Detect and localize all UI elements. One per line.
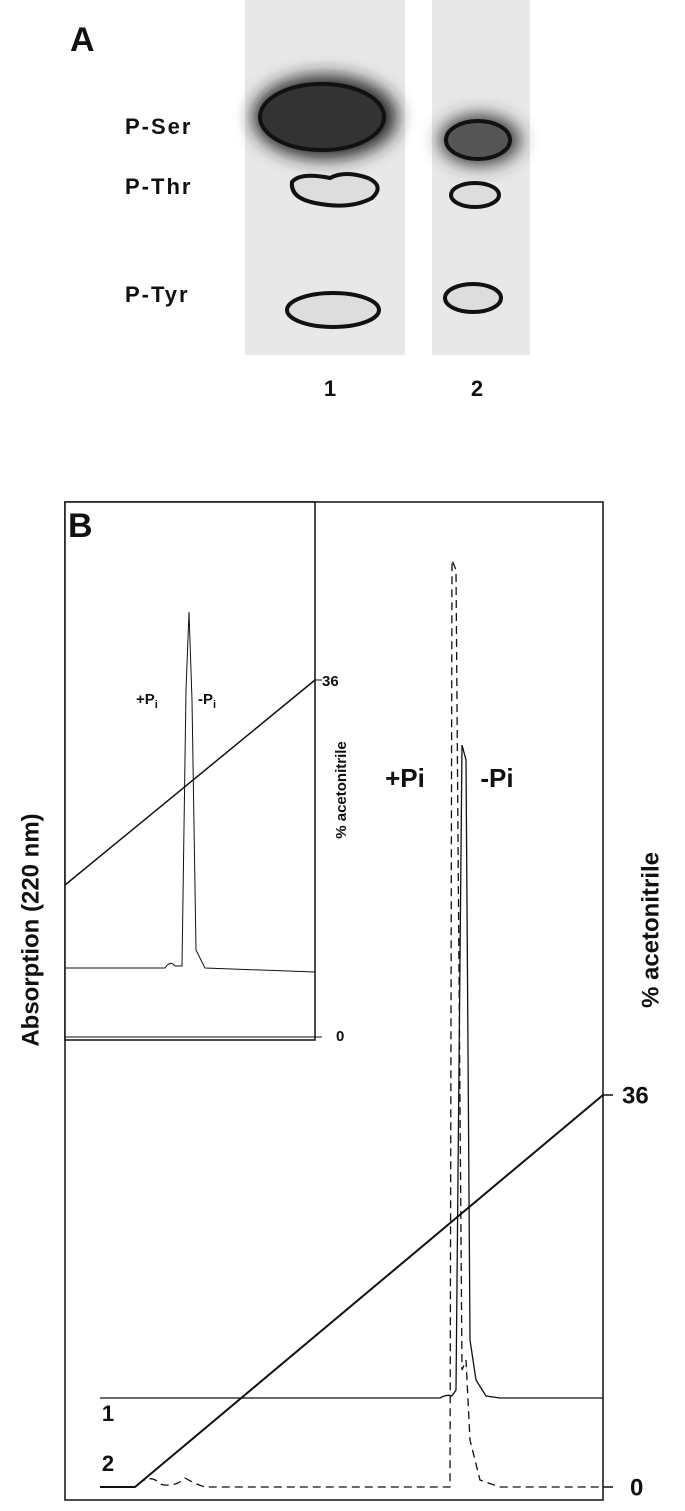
spot-label: P-Ser (125, 114, 192, 139)
spot (258, 82, 386, 152)
inset-peak-label: +Pi (136, 691, 158, 711)
label-subscript: i (213, 699, 216, 711)
gradient-tick-label: 36 (622, 1082, 649, 1109)
spot (289, 172, 380, 208)
inset-tick-label: 0 (336, 1028, 344, 1045)
lane-label: 2 (471, 376, 483, 401)
inset-gradient-line (64, 679, 316, 886)
gradient-axis-label: % acetonitrile (637, 852, 664, 1008)
spot (443, 282, 503, 314)
gradient-tick-label: 0 (630, 1474, 643, 1501)
inset-gradient-axis-label: % acetonitrile (333, 741, 350, 839)
inset-frame (64, 501, 316, 1041)
label-text: +P (136, 691, 155, 708)
peak-label: +Pi (385, 763, 425, 793)
panel-label: A (70, 21, 95, 59)
inset-tick-label: 36 (322, 673, 339, 690)
trace-label: 1 (102, 1401, 114, 1426)
spot-label: P-Tyr (125, 282, 190, 307)
spot-label: P-Thr (125, 174, 192, 199)
spot (444, 119, 512, 161)
inset-peak-label: -Pi (198, 691, 216, 711)
label-subscript: i (155, 699, 158, 711)
peak-label: -Pi (480, 763, 513, 793)
panel-label: B (68, 507, 93, 545)
label-text: -P (198, 691, 213, 708)
lane-label: 1 (324, 376, 336, 401)
spot (285, 291, 381, 329)
gradient-line (100, 1094, 604, 1488)
spot (449, 181, 501, 209)
trace-label: 2 (102, 1451, 114, 1476)
trace (100, 559, 603, 1488)
inset-trace (65, 611, 316, 973)
y-axis-label: Absorption (220 nm) (17, 813, 44, 1046)
trace (100, 744, 603, 1399)
